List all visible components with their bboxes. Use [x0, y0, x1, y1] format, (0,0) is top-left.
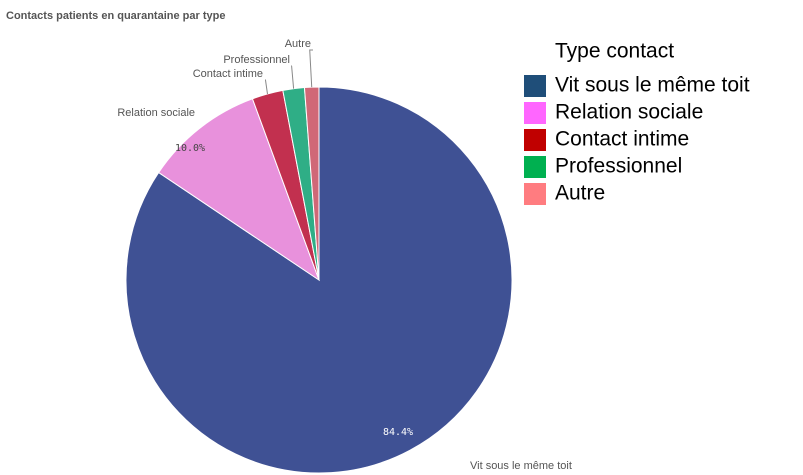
legend-swatch — [524, 102, 546, 124]
legend-swatch — [524, 75, 546, 97]
legend-swatch — [524, 129, 546, 151]
legend-label: Contact intime — [555, 128, 689, 151]
legend-label: Autre — [555, 182, 605, 205]
legend-swatch — [524, 183, 546, 205]
slice-label: Vit sous le même toit — [470, 460, 572, 472]
slice-label: Contact intime — [193, 68, 263, 80]
value-label: 10.0% — [175, 143, 205, 154]
pie-slice — [158, 98, 320, 282]
leader-line — [309, 49, 313, 88]
slice-label: Professionnel — [223, 54, 290, 66]
leader-line — [264, 79, 268, 95]
legend-label: Vit sous le même toit — [555, 74, 750, 97]
legend-label: Professionnel — [555, 155, 682, 178]
slice-label: Relation sociale — [117, 107, 195, 119]
legend-label: Relation sociale — [555, 101, 703, 124]
chart-title: Contacts patients en quarantaine par typ… — [6, 10, 225, 22]
legend-title: Type contact — [555, 40, 674, 63]
legend-swatch — [524, 156, 546, 178]
value-label: 84.4% — [383, 427, 413, 438]
slice-label: Autre — [285, 38, 311, 50]
leader-line — [291, 65, 295, 89]
